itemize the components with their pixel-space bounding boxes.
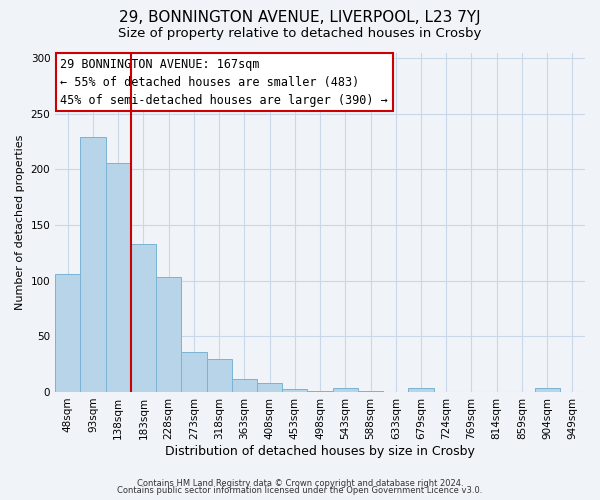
Bar	[232, 378, 257, 392]
Text: 29 BONNINGTON AVENUE: 167sqm
← 55% of detached houses are smaller (483)
45% of s: 29 BONNINGTON AVENUE: 167sqm ← 55% of de…	[61, 58, 388, 106]
X-axis label: Distribution of detached houses by size in Crosby: Distribution of detached houses by size …	[165, 444, 475, 458]
Bar	[181, 352, 206, 392]
Bar	[535, 388, 560, 392]
Bar	[80, 137, 106, 392]
Bar	[307, 391, 332, 392]
Text: Size of property relative to detached houses in Crosby: Size of property relative to detached ho…	[118, 28, 482, 40]
Bar	[282, 388, 307, 392]
Bar	[131, 244, 156, 392]
Bar	[358, 391, 383, 392]
Text: Contains public sector information licensed under the Open Government Licence v3: Contains public sector information licen…	[118, 486, 482, 495]
Bar	[257, 383, 282, 392]
Bar	[409, 388, 434, 392]
Text: 29, BONNINGTON AVENUE, LIVERPOOL, L23 7YJ: 29, BONNINGTON AVENUE, LIVERPOOL, L23 7Y…	[119, 10, 481, 25]
Bar	[106, 162, 131, 392]
Y-axis label: Number of detached properties: Number of detached properties	[15, 134, 25, 310]
Bar	[206, 358, 232, 392]
Bar	[332, 388, 358, 392]
Bar	[55, 274, 80, 392]
Bar	[156, 278, 181, 392]
Text: Contains HM Land Registry data © Crown copyright and database right 2024.: Contains HM Land Registry data © Crown c…	[137, 478, 463, 488]
